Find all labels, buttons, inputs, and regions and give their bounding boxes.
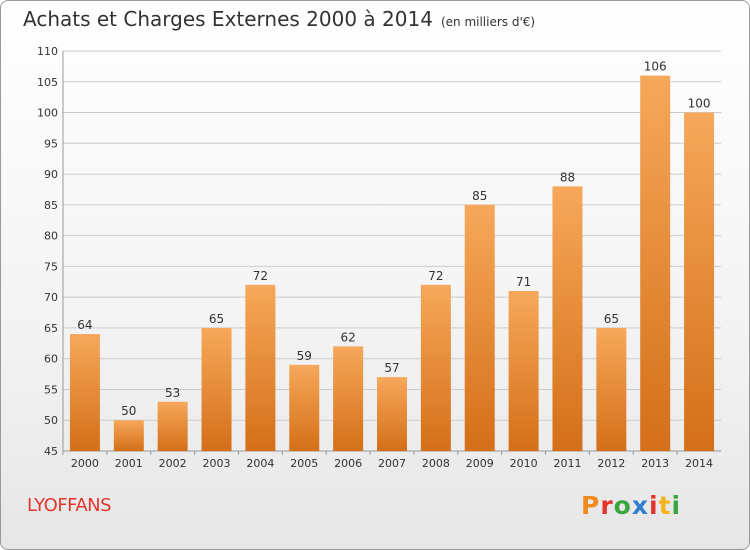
proxiti-logo: Proxiti: [581, 491, 681, 520]
bar-2008: [420, 284, 451, 451]
x-tick-label-2010: 2010: [510, 457, 538, 470]
y-tick-label: 65: [44, 322, 58, 335]
logo-letter: P: [581, 491, 601, 520]
y-tick-label: 110: [37, 45, 58, 58]
x-tick-label-2001: 2001: [115, 457, 143, 470]
y-tick-label: 50: [44, 414, 58, 427]
bar-2003: [201, 327, 232, 451]
y-tick-label: 95: [44, 137, 58, 150]
logo-letter: i: [649, 491, 659, 520]
y-tick-label: 70: [44, 291, 58, 304]
y-tick-label: 100: [37, 107, 58, 120]
bar-2011: [552, 186, 583, 451]
logo-letter: o: [613, 491, 632, 520]
y-tick-label: 105: [37, 76, 58, 89]
logo-letter: t: [658, 491, 672, 520]
data-label-2014: 100: [688, 97, 711, 111]
bar-2004: [245, 284, 276, 451]
y-tick-label: 85: [44, 199, 58, 212]
logo-letter: i: [671, 491, 682, 520]
bar-2010: [508, 291, 539, 451]
chart-subtitle: (en milliers d'€): [440, 15, 536, 29]
bar-2006: [333, 346, 364, 451]
data-labels: 64 50 53 65 72 59 62 57 72 85 71 88 65 106 100: [77, 60, 710, 419]
x-tick-label-2014: 2014: [685, 457, 713, 470]
commune-name: LYOFFANS: [27, 495, 112, 516]
x-tick-label-2006: 2006: [334, 457, 362, 470]
data-label-2005: 59: [297, 349, 312, 363]
data-label-2011: 88: [560, 170, 575, 184]
bar-2013: [640, 75, 671, 451]
x-tick-label-2011: 2011: [553, 457, 581, 470]
chart-title: Achats et Charges Externes 2000 à 2014 (e…: [23, 7, 535, 31]
logo-letter: x: [631, 491, 649, 520]
data-label-2002: 53: [165, 386, 180, 400]
bar-2009: [464, 204, 495, 451]
data-label-2006: 62: [340, 330, 355, 344]
data-label-2010: 71: [516, 275, 531, 289]
x-tick-label-2005: 2005: [290, 457, 318, 470]
x-tick-label-2013: 2013: [641, 457, 669, 470]
data-label-2012: 65: [604, 312, 619, 326]
y-tick-label: 75: [44, 260, 58, 273]
chart-title-text: Achats et Charges Externes 2000 à 2014: [23, 7, 433, 31]
bar-2014: [684, 112, 715, 452]
x-tick-label-2007: 2007: [378, 457, 406, 470]
data-label-2004: 72: [253, 269, 268, 283]
data-label-2009: 85: [472, 189, 487, 203]
y-tick-label: 60: [44, 353, 58, 366]
bar-2002: [157, 401, 188, 451]
x-tick-label-2004: 2004: [246, 457, 274, 470]
y-tick-label: 80: [44, 230, 58, 243]
data-label-2000: 64: [77, 318, 92, 332]
bar-2012: [596, 327, 627, 451]
data-label-2003: 65: [209, 312, 224, 326]
x-tick-label-2000: 2000: [71, 457, 99, 470]
data-label-2007: 57: [384, 361, 399, 375]
bar-2005: [289, 364, 320, 451]
y-tick-label: 45: [44, 445, 58, 458]
bar-2007: [377, 377, 407, 451]
bar-2001: [113, 420, 144, 451]
data-label-2008: 72: [428, 269, 443, 283]
bar-2000: [69, 334, 100, 451]
y-tick-label: 90: [44, 168, 58, 181]
axes: 45 50 55 60 65 70 75 80 85 90 95 100 105 110 2000 2001 2…: [37, 45, 721, 470]
data-label-2013: 106: [644, 60, 667, 74]
x-tick-label-2009: 2009: [466, 457, 494, 470]
data-label-2001: 50: [121, 404, 136, 418]
logo-letter: r: [600, 491, 614, 520]
y-tick-label: 55: [44, 383, 58, 396]
x-tick-label-2008: 2008: [422, 457, 450, 470]
x-tick-label-2002: 2002: [159, 457, 187, 470]
x-tick-label-2012: 2012: [597, 457, 625, 470]
x-tick-label-2003: 2003: [203, 457, 231, 470]
bars: [69, 75, 715, 452]
